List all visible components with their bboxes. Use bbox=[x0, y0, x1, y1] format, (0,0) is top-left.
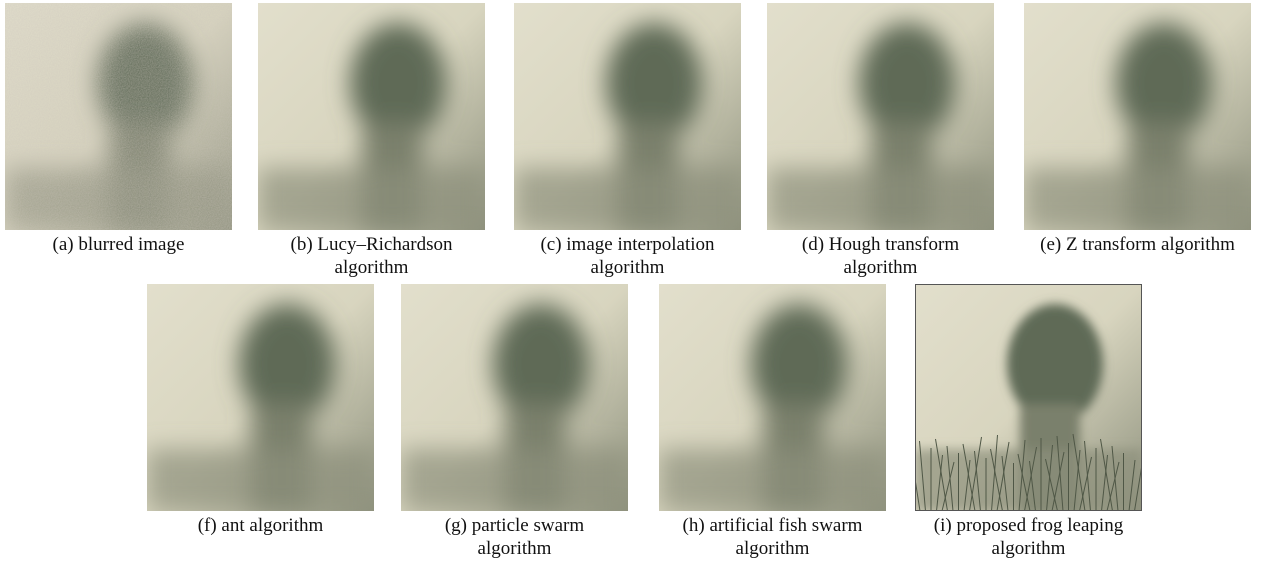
figure: (a) blurred image(b) Lucy–Richardsonalgo… bbox=[0, 0, 1272, 562]
ground bbox=[1024, 168, 1251, 230]
panel-image bbox=[767, 3, 994, 230]
panel-image bbox=[1024, 3, 1251, 230]
panel-image bbox=[514, 3, 741, 230]
panel-image bbox=[258, 3, 485, 230]
ground bbox=[514, 168, 741, 230]
panel-image bbox=[659, 284, 886, 511]
ground bbox=[147, 449, 374, 511]
panel: (e) Z transform algorithm bbox=[1024, 3, 1251, 230]
caption-line: (e) Z transform algorithm bbox=[984, 233, 1272, 256]
caption-line: algorithm bbox=[875, 537, 1182, 560]
noise bbox=[5, 3, 232, 230]
ground bbox=[401, 449, 628, 511]
ground bbox=[659, 449, 886, 511]
panel-image bbox=[915, 284, 1142, 511]
panel-image bbox=[401, 284, 628, 511]
caption-line: algorithm bbox=[727, 256, 1034, 279]
ground bbox=[258, 168, 485, 230]
caption: (e) Z transform algorithm bbox=[984, 233, 1272, 256]
panel-image bbox=[5, 3, 232, 230]
panel: (a) blurred image bbox=[5, 3, 232, 230]
panel-image bbox=[147, 284, 374, 511]
panel: (f) ant algorithm bbox=[147, 284, 374, 511]
caption-line: (i) proposed frog leaping bbox=[875, 514, 1182, 537]
ground bbox=[767, 168, 994, 230]
